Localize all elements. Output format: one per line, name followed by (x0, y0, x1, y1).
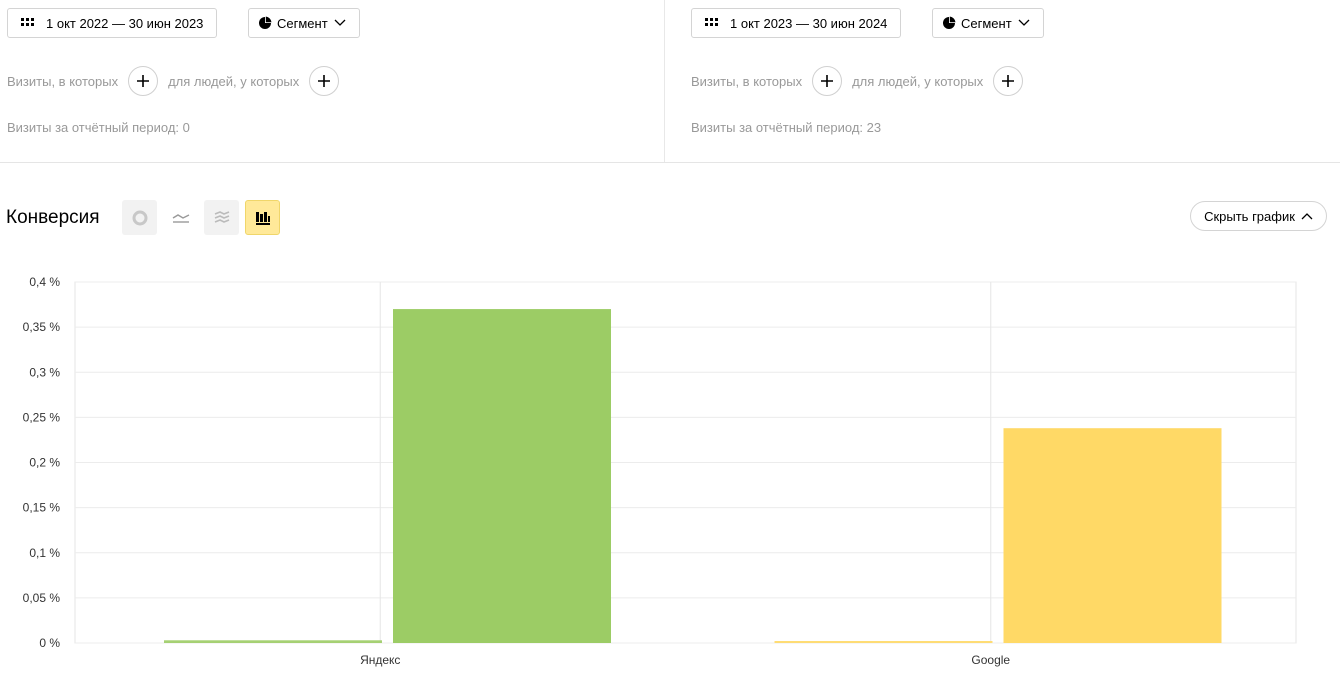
bar-yandex-first (164, 640, 382, 643)
right-comparison-panel: 1 окт 2023 — 30 июн 2024 Сегмент Визиты,… (665, 0, 1340, 162)
x-tick-label: Яндекс (360, 653, 400, 667)
bar-google-second (1003, 428, 1222, 643)
segment-button[interactable]: Сегмент (248, 8, 360, 38)
y-tick-label: 0,3 % (29, 365, 60, 379)
conditions-row: Визиты, в которых для людей, у которых (7, 66, 349, 96)
stacked-area-view-button[interactable] (204, 200, 239, 235)
visits-condition-label: Визиты, в которых (7, 73, 119, 89)
chart-view-toggles (122, 200, 280, 235)
y-tick-label: 0,25 % (23, 410, 61, 424)
segment-label: Сегмент (961, 15, 1012, 31)
plus-icon (821, 75, 834, 87)
people-condition-label: для людей, у которых (168, 73, 300, 89)
calendar-icon (704, 15, 720, 31)
y-tick-label: 0,1 % (29, 546, 60, 560)
date-range-label: 1 окт 2022 — 30 июн 2023 (46, 15, 204, 31)
plus-icon (137, 75, 150, 87)
people-condition-label: для людей, у которых (852, 73, 984, 89)
segment-button[interactable]: Сегмент (932, 8, 1044, 38)
line-chart-view-button[interactable] (163, 200, 198, 235)
visits-summary: Визиты за отчётный период: 0 (7, 120, 190, 135)
pie-icon (941, 15, 957, 31)
y-tick-label: 0,05 % (23, 591, 61, 605)
pie-icon (257, 15, 273, 31)
chevron-up-icon (1301, 213, 1313, 220)
y-tick-label: 0 % (39, 636, 60, 650)
y-tick-label: 0,15 % (23, 501, 61, 515)
hide-chart-label: Скрыть график (1204, 208, 1295, 224)
date-range-label: 1 окт 2023 — 30 июн 2024 (730, 15, 888, 31)
panel-divider (664, 0, 665, 162)
y-tick-label: 0,4 % (29, 275, 60, 289)
chevron-down-icon (1016, 15, 1032, 31)
y-tick-label: 0,35 % (23, 320, 61, 334)
section-title: Конверсия (6, 207, 100, 228)
bar-yandex-second (393, 309, 611, 643)
add-people-condition-button[interactable] (993, 66, 1024, 96)
add-people-condition-button[interactable] (309, 66, 340, 96)
date-range-button[interactable]: 1 окт 2022 — 30 июн 2023 (7, 8, 218, 38)
stacked-area-icon (214, 210, 229, 223)
pie-chart-view-button[interactable] (122, 200, 157, 235)
plus-icon (318, 75, 331, 87)
conditions-row: Визиты, в которых для людей, у которых (691, 66, 1033, 96)
bar-chart-view-button[interactable] (245, 200, 280, 235)
hide-chart-button[interactable]: Скрыть график (1190, 201, 1327, 231)
x-tick-label: Google (971, 653, 1010, 667)
date-range-button[interactable]: 1 окт 2023 — 30 июн 2024 (691, 8, 902, 38)
add-visit-condition-button[interactable] (128, 66, 159, 96)
segment-label: Сегмент (277, 15, 328, 31)
calendar-icon (20, 15, 36, 31)
section-divider (0, 162, 1340, 163)
y-tick-label: 0,2 % (29, 456, 60, 470)
visits-summary: Визиты за отчётный период: 23 (691, 120, 882, 135)
bar-chart-icon (255, 211, 270, 225)
add-visit-condition-button[interactable] (812, 66, 843, 96)
chevron-down-icon (332, 15, 348, 31)
line-chart-icon (172, 213, 189, 223)
left-comparison-panel: 1 окт 2022 — 30 июн 2023 Сегмент Визиты,… (0, 0, 664, 162)
pie-chart-icon (132, 210, 147, 225)
conversion-bar-chart: 0 % 0,05 % 0,1 % 0,15 % 0,2 % 0,25 % 0,3 % 0,35… (23, 275, 1297, 667)
bar-google-first (774, 641, 993, 643)
visits-condition-label: Визиты, в которых (691, 73, 803, 89)
plus-icon (1002, 75, 1015, 87)
